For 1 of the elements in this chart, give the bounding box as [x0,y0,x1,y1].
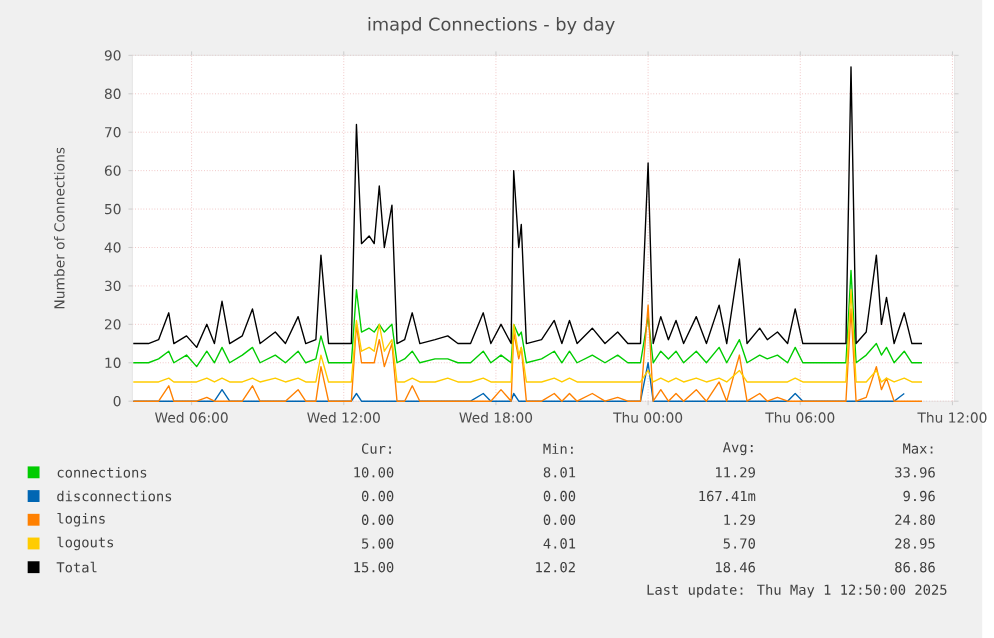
chart-title: imapd Connections - by day [368,16,615,35]
